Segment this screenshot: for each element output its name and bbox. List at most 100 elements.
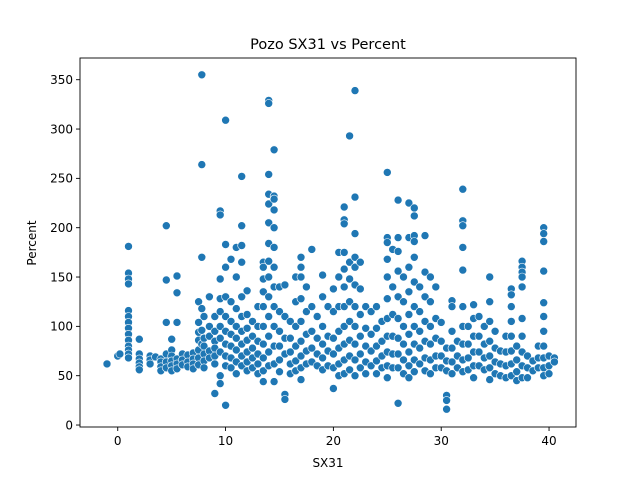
- data-point: [393, 349, 403, 359]
- data-point: [167, 334, 176, 344]
- data-point: [232, 333, 241, 343]
- data-point: [296, 375, 306, 384]
- data-point: [506, 331, 516, 341]
- data-point: [517, 331, 527, 341]
- ticks-layer: 0 10 20 30 40 0 50 100 150 200 250 300 350: [50, 73, 557, 448]
- data-point: [420, 231, 430, 240]
- data-point: [409, 203, 419, 213]
- x-tick-label: 20: [326, 434, 341, 448]
- data-point: [458, 221, 468, 230]
- data-point: [404, 329, 414, 339]
- data-point: [264, 331, 274, 341]
- data-point: [506, 290, 516, 300]
- data-point: [339, 202, 349, 212]
- data-point: [355, 310, 365, 319]
- data-point: [345, 297, 354, 307]
- data-point: [485, 297, 495, 307]
- data-point: [226, 363, 236, 373]
- data-point: [296, 272, 306, 282]
- data-point: [226, 254, 236, 264]
- data-point: [485, 272, 495, 282]
- data-point: [339, 264, 349, 274]
- data-point: [426, 339, 435, 349]
- data-point: [517, 272, 527, 282]
- data-point: [399, 297, 408, 307]
- data-point: [221, 262, 230, 272]
- data-point: [264, 218, 274, 228]
- data-point: [426, 369, 435, 379]
- data-point: [210, 359, 220, 369]
- data-point: [242, 310, 252, 319]
- data-point: [447, 302, 457, 311]
- data-point: [215, 307, 225, 316]
- data-point: [350, 262, 360, 272]
- data-point: [361, 302, 371, 311]
- data-point: [197, 325, 207, 335]
- data-point: [517, 282, 527, 292]
- data-point: [436, 318, 446, 327]
- data-point: [205, 292, 214, 302]
- data-point: [242, 323, 252, 333]
- data-point: [382, 272, 392, 282]
- data-point: [544, 369, 554, 379]
- points-layer: [102, 70, 559, 414]
- data-point: [442, 396, 451, 405]
- data-point: [393, 333, 403, 343]
- data-point: [393, 266, 403, 276]
- data-point: [420, 317, 430, 326]
- data-point: [307, 343, 317, 353]
- data-point: [345, 317, 354, 326]
- data-point: [162, 275, 171, 285]
- data-point: [463, 322, 473, 331]
- data-point: [382, 254, 392, 264]
- data-point: [409, 237, 419, 246]
- data-point: [447, 343, 457, 353]
- data-point: [258, 339, 268, 349]
- data-point: [102, 359, 112, 369]
- data-point: [334, 326, 344, 336]
- data-point: [447, 326, 457, 336]
- data-point: [415, 326, 425, 336]
- data-point: [415, 359, 425, 369]
- data-point: [269, 243, 279, 252]
- data-point: [339, 282, 349, 292]
- x-tick-label: 10: [218, 434, 233, 448]
- data-point: [458, 302, 468, 311]
- data-point: [296, 294, 306, 304]
- data-point: [372, 341, 381, 351]
- data-point: [221, 292, 230, 302]
- data-point: [172, 318, 182, 327]
- data-point: [361, 323, 371, 333]
- data-point: [539, 326, 549, 336]
- data-point: [339, 219, 349, 229]
- y-tick-label: 0: [65, 418, 73, 432]
- data-point: [329, 284, 338, 294]
- data-point: [307, 326, 317, 336]
- data-point: [210, 312, 220, 321]
- data-point: [447, 357, 457, 367]
- data-point: [264, 292, 274, 302]
- data-point: [388, 282, 398, 292]
- data-point: [307, 302, 317, 311]
- data-point: [329, 384, 338, 393]
- data-point: [215, 274, 225, 284]
- data-point: [172, 288, 182, 298]
- data-point: [361, 341, 371, 351]
- data-point: [248, 331, 257, 341]
- data-point: [474, 331, 484, 341]
- data-point: [318, 339, 327, 349]
- data-point: [523, 373, 532, 383]
- data-point: [302, 282, 311, 292]
- data-point: [215, 371, 225, 381]
- data-point: [264, 256, 274, 266]
- data-point: [382, 373, 392, 383]
- data-point: [350, 86, 360, 95]
- data-point: [366, 307, 376, 316]
- data-point: [366, 346, 376, 356]
- data-point: [339, 302, 349, 311]
- data-point: [258, 287, 268, 297]
- data-point: [329, 349, 338, 359]
- data-point: [350, 192, 360, 202]
- data-point: [269, 302, 279, 311]
